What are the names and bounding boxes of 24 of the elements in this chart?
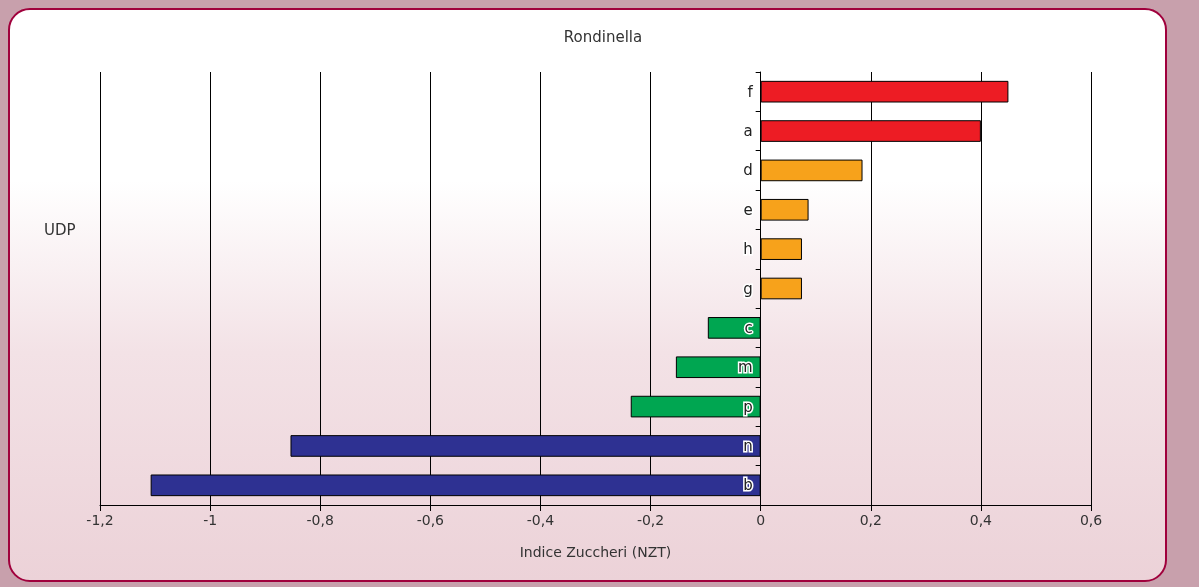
y-tick-label: d (743, 161, 753, 180)
x-tick-label: -0,4 (526, 512, 555, 528)
x-axis-title: Indice Zuccheri (NZT) (519, 544, 672, 560)
y-tick-label: p (743, 397, 753, 416)
x-tick-label: 0,4 (969, 512, 993, 528)
y-tick-label: b (743, 476, 753, 495)
y-tick-label: m (738, 358, 753, 377)
x-tick-label: -1 (203, 512, 218, 528)
x-tick-label: -0,2 (636, 512, 665, 528)
chart-title: Rondinella (563, 27, 643, 46)
y-tick-label: g (743, 279, 753, 298)
x-tick-label: 0 (756, 512, 766, 528)
x-tick-label: -1,2 (86, 512, 114, 528)
y-tick-label: f (747, 82, 754, 101)
y-tick-label: e (743, 200, 753, 219)
y-tick-label: c (744, 318, 753, 337)
y-tick-label: n (743, 436, 753, 455)
x-tick-label: -0,6 (416, 512, 445, 528)
y-tick-label: a (743, 122, 753, 141)
x-tick-label: 0,6 (1079, 512, 1103, 528)
x-tick-label: -0,8 (306, 512, 334, 528)
y-axis-title: UDP (44, 220, 76, 239)
y-tick-label: h (743, 240, 753, 259)
x-tick-label: 0,2 (859, 512, 882, 528)
